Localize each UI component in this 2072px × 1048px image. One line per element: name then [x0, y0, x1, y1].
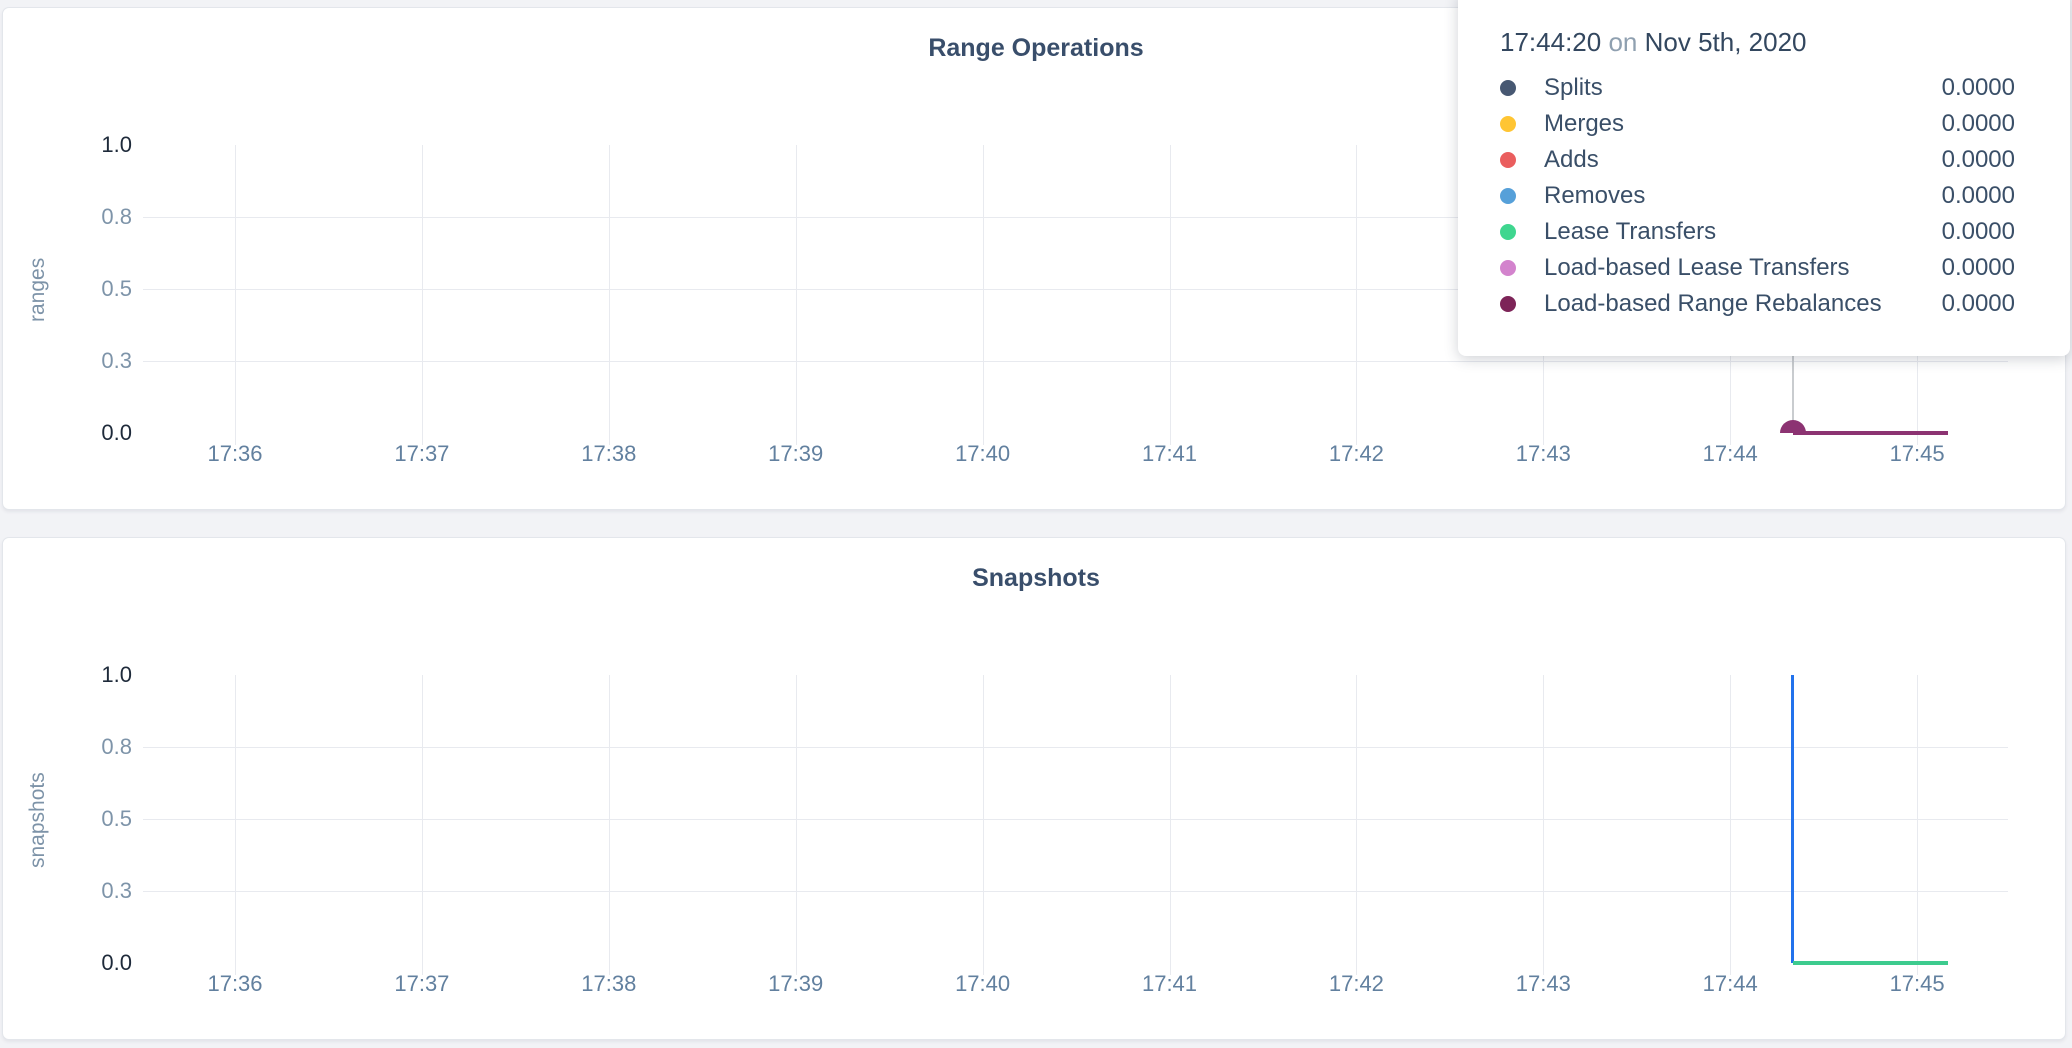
- series-value: 0.0000: [1941, 110, 2015, 137]
- x-gridline: [235, 675, 236, 975]
- x-tick-label: 17:43: [1515, 441, 1571, 466]
- chart-hover-tooltip: 17:44:20 on Nov 5th, 2020 Splits 0.0000 Me…: [1458, 0, 2070, 356]
- series-value: 0.0000: [1941, 74, 2015, 101]
- series-name: Load-based Range Rebalances: [1544, 290, 1882, 317]
- x-tick-label: 17:40: [955, 971, 1011, 996]
- series-value: 0.0000: [1941, 254, 2015, 281]
- tooltip-series-row: Load-based Lease Transfers 0.0000: [1500, 250, 2015, 286]
- x-gridline: [1169, 145, 1171, 445]
- series-line: [1792, 431, 1949, 435]
- y-tick-label: 0.8: [101, 734, 132, 759]
- series-value: 0.0000: [1941, 182, 2015, 209]
- tooltip-series-row: Load-based Range Rebalances 0.0000: [1500, 286, 2015, 322]
- tooltip-series-row: Splits 0.0000: [1500, 70, 2015, 106]
- series-name: Lease Transfers: [1544, 218, 1717, 245]
- y-gridline: [143, 217, 2008, 218]
- series-line-vertical: [1791, 675, 1794, 963]
- x-tick-label: 17:41: [1141, 971, 1198, 996]
- tooltip-series-row: Lease Transfers 0.0000: [1500, 214, 2015, 250]
- chart-title-range-operations: Range Operations: [928, 34, 1144, 62]
- x-tick-label: 17:44: [1702, 971, 1758, 996]
- x-tick-label: 17:43: [1515, 971, 1571, 996]
- y-tick-label: 0.5: [101, 806, 132, 831]
- hover-point-dot: [1779, 420, 1806, 433]
- series-color-dot: [1500, 260, 1516, 276]
- x-tick-label: 17:39: [768, 441, 824, 466]
- series-name: Load-based Lease Transfers: [1544, 254, 1850, 281]
- x-tick-label: 17:38: [581, 971, 637, 996]
- x-tick-label: 17:45: [1889, 441, 1945, 466]
- y-gridline: [143, 747, 2008, 748]
- x-tick-label: 17:42: [1328, 441, 1384, 466]
- x-gridline: [608, 145, 610, 445]
- y-gridline: [143, 361, 2008, 362]
- x-gridline: [1169, 675, 1171, 975]
- series-name: Adds: [1544, 146, 1599, 173]
- series-value: 0.0000: [1941, 290, 2015, 317]
- y-tick-label: 0.0: [101, 950, 132, 975]
- series-value: 0.0000: [1941, 218, 2015, 245]
- y-tick-label: 0.0: [101, 420, 132, 445]
- series-name: Merges: [1544, 110, 1625, 137]
- x-tick-label: 17:37: [394, 441, 450, 466]
- x-gridline: [1730, 675, 1732, 975]
- x-tick-label: 17:39: [768, 971, 824, 996]
- tooltip-series-row: Merges 0.0000: [1500, 106, 2015, 142]
- x-gridline: [1543, 675, 1545, 975]
- x-tick-label: 17:36: [207, 441, 263, 466]
- y-gridline: [143, 891, 2008, 892]
- x-gridline: [1917, 675, 1919, 975]
- series-color-dot: [1500, 80, 1516, 96]
- x-tick-label: 17:42: [1328, 971, 1384, 996]
- series-line: [1792, 961, 1949, 965]
- tooltip-connector: on: [1608, 27, 1638, 57]
- x-gridline: [1356, 145, 1358, 445]
- y-gridline: [143, 289, 2008, 290]
- chart-title-snapshots: Snapshots: [972, 564, 1100, 592]
- x-tick-label: 17:45: [1889, 971, 1945, 996]
- y-tick-label: 0.5: [101, 276, 132, 301]
- series-name: Removes: [1544, 182, 1646, 209]
- series-color-dot: [1500, 224, 1516, 240]
- tooltip-series-row: Removes 0.0000: [1500, 178, 2015, 214]
- y-tick-label: 0.8: [101, 204, 132, 229]
- y-tick-label: 1.0: [101, 132, 132, 157]
- tooltip-series-row: Adds 0.0000: [1500, 142, 2015, 178]
- x-gridline: [982, 675, 984, 975]
- snapshots-chart-card: [2, 537, 2066, 1040]
- y-gridline: [143, 819, 2008, 820]
- series-value: 0.0000: [1941, 146, 2015, 173]
- x-gridline: [795, 675, 797, 975]
- series-color-dot: [1500, 152, 1516, 168]
- x-tick-label: 17:41: [1141, 441, 1198, 466]
- x-gridline: [982, 145, 984, 445]
- series-color-dot: [1500, 188, 1516, 204]
- snapshots-plot-area[interactable]: [143, 675, 2008, 963]
- x-gridline: [795, 145, 797, 445]
- tooltip-date: Nov 5th, 2020: [1644, 27, 1807, 57]
- x-gridline: [608, 675, 610, 975]
- y-tick-label: 0.3: [101, 348, 132, 373]
- tooltip-series-list: Splits 0.0000 Merges 0.0000 Adds 0.0000 Remove…: [1500, 70, 2015, 322]
- tooltip-time: 17:44:20: [1500, 27, 1602, 57]
- x-gridline: [421, 145, 423, 445]
- series-name: Splits: [1544, 74, 1603, 101]
- x-gridline: [421, 675, 423, 975]
- x-tick-label: 17:44: [1702, 441, 1758, 466]
- x-gridline: [235, 145, 236, 445]
- x-tick-label: 17:36: [207, 971, 263, 996]
- x-tick-label: 17:38: [581, 441, 637, 466]
- x-tick-label: 17:40: [955, 441, 1011, 466]
- tooltip-timestamp: 17:44:20 on Nov 5th, 2020: [1500, 26, 2015, 58]
- y-tick-label: 0.3: [101, 878, 132, 903]
- x-tick-label: 17:37: [394, 971, 450, 996]
- y-tick-label: 1.0: [101, 662, 132, 687]
- series-color-dot: [1500, 296, 1516, 312]
- series-color-dot: [1500, 116, 1516, 132]
- x-gridline: [1356, 675, 1358, 975]
